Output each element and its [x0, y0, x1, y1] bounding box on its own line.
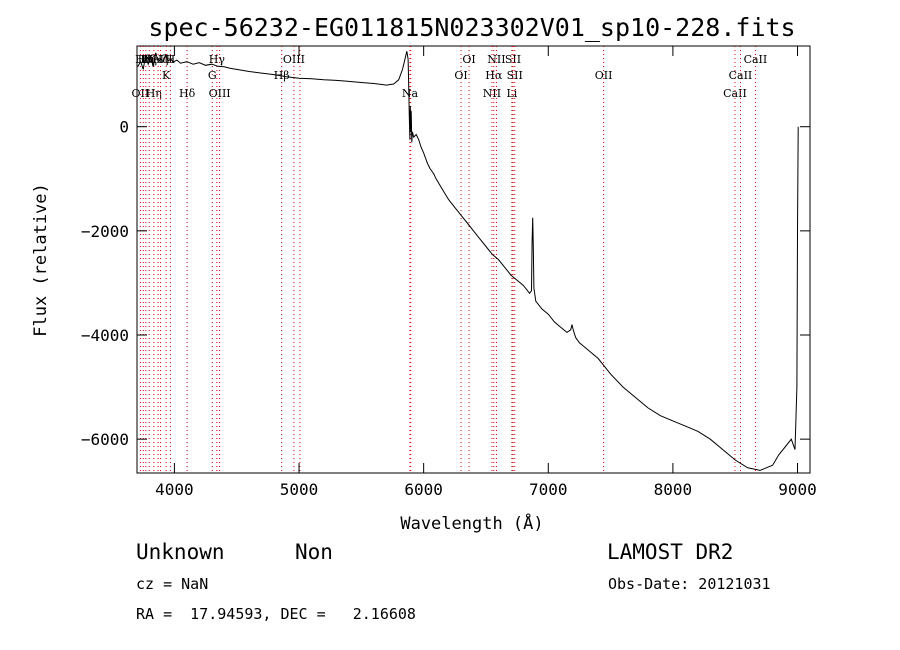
line-label-25: SII	[507, 69, 523, 82]
line-label-23: Li	[506, 87, 517, 100]
line-label-0: OII	[132, 87, 150, 100]
line-label-12: OIII	[209, 87, 231, 100]
chart-title: spec-56232-EG011815N023302V01_sp10-228.f…	[148, 13, 795, 42]
x-tick-label-3: 7000	[529, 480, 568, 499]
y-tick-label-2: −4000	[81, 326, 129, 345]
x-tick-label-2: 6000	[404, 480, 443, 499]
survey-label: LAMOST DR2	[607, 540, 734, 564]
line-label-26: OII	[595, 69, 613, 82]
classification-label: Unknown	[136, 540, 225, 564]
coordinates-label: RA = 17.94593, DEC = 2.16608	[136, 605, 416, 623]
line-label-29: CaII	[744, 53, 768, 66]
line-label-19: OI	[462, 53, 475, 66]
line-label-20: NII	[483, 87, 501, 100]
redshift-label: cz = NaN	[136, 575, 209, 593]
line-label-27: CaII	[723, 87, 747, 100]
line-label-18: OI	[454, 69, 467, 82]
spectrum-series	[137, 51, 799, 471]
line-label-28: CaII	[729, 69, 753, 82]
y-tick-label-0: 0	[119, 118, 129, 137]
line-label-7: K	[162, 69, 171, 82]
obs-date-label: Obs-Date: 20121031	[608, 575, 771, 593]
x-tick-label-1: 5000	[280, 480, 319, 499]
x-tick-label-4: 8000	[654, 480, 693, 499]
line-label-4: Hη	[146, 87, 162, 100]
subclass-label: Non	[295, 540, 333, 564]
line-label-16: Na	[402, 87, 419, 100]
x-tick-label-5: 9000	[778, 480, 817, 499]
line-label-21: Hα	[485, 69, 503, 82]
series-line-0	[137, 51, 799, 471]
line-label-2: Hη	[138, 53, 154, 66]
x-axis-label: Wavelength (Å)	[400, 512, 543, 534]
x-axis: 4000 5000 6000 7000 8000 9000	[155, 46, 817, 499]
y-axis: 0 −2000 −4000 −6000	[81, 118, 810, 449]
y-tick-label-3: −6000	[81, 430, 129, 449]
line-label-11: Hγ	[209, 53, 226, 66]
plot-frame	[136, 45, 811, 474]
line-label-9: Hδ	[179, 87, 196, 100]
line-label-22: NII	[487, 53, 505, 66]
emission-lines: OIIHθHηHζHηNeIIIHζKHHδGHγOIIIHβOIIINaOIO…	[132, 46, 768, 473]
x-tick-label-0: 4000	[155, 480, 194, 499]
line-label-24: SII	[505, 53, 521, 66]
y-axis-label: Flux (relative)	[31, 183, 51, 337]
y-tick-label-1: −2000	[81, 222, 129, 241]
line-label-14: OIII	[283, 53, 305, 66]
line-label-10: G	[208, 69, 217, 82]
